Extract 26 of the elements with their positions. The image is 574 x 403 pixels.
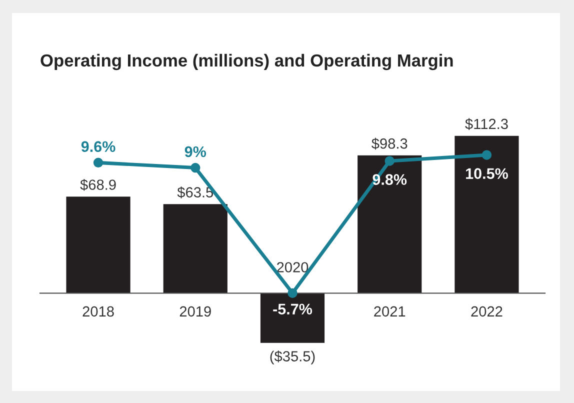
data-label: 10.5% — [466, 168, 508, 179]
point — [384, 156, 394, 166]
chart-title: Operating Income (millions) and Operating Margin — [40, 54, 453, 70]
data-label: -5.7% — [273, 304, 312, 315]
data-label: $63.5 — [177, 186, 214, 198]
x-tick-label: 2019 — [180, 306, 211, 317]
point — [482, 150, 492, 160]
data-label: $68.9 — [80, 178, 116, 191]
bar — [454, 136, 519, 294]
point — [93, 158, 104, 168]
x-tick-label: 2020 — [277, 262, 308, 272]
bar — [358, 155, 422, 294]
data-label: 9% — [184, 146, 206, 158]
point — [190, 162, 200, 173]
x-tick-label: 2022 — [471, 306, 502, 317]
bar — [163, 204, 228, 294]
x-tick-label: 2021 — [374, 306, 406, 317]
data-label: 9.8% — [372, 174, 407, 185]
x-tick-label: 2018 — [82, 306, 114, 317]
point — [288, 288, 298, 298]
data-label: $98.3 — [372, 138, 408, 150]
data-label: ($35.5) — [270, 350, 315, 364]
bar — [66, 196, 130, 294]
data-label: 9.6% — [81, 141, 116, 152]
bar — [260, 293, 325, 343]
data-label: $112.3 — [465, 118, 508, 130]
